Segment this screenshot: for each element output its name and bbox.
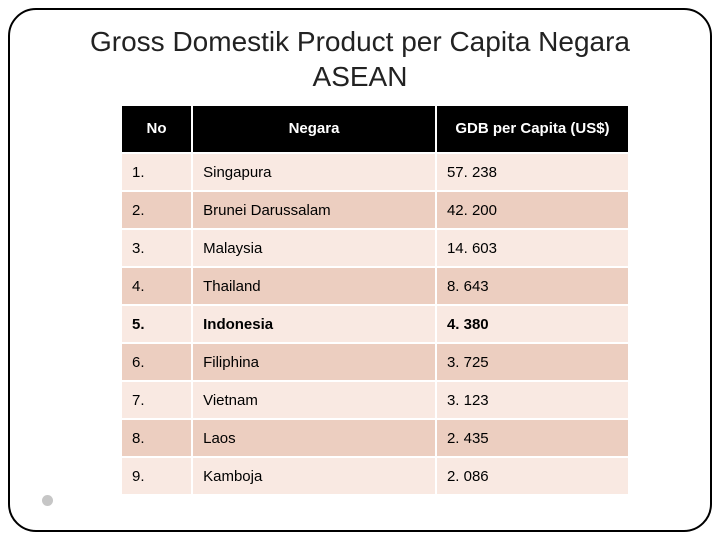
table-row: 6.Filiphina3. 725 [121,343,629,381]
table-row: 1.Singapura57. 238 [121,153,629,191]
slide-frame: Gross Domestik Product per Capita Negara… [8,8,712,532]
gdp-table: No Negara GDB per Capita (US$) 1.Singapu… [120,104,630,496]
cell-negara: Vietnam [192,381,436,419]
cell-no: 9. [121,457,192,495]
col-header-negara: Negara [192,105,436,153]
table-row: 4.Thailand8. 643 [121,267,629,305]
bullet-icon [42,495,53,506]
cell-negara: Indonesia [192,305,436,343]
cell-no: 3. [121,229,192,267]
cell-negara: Thailand [192,267,436,305]
table-row: 8.Laos2. 435 [121,419,629,457]
cell-gdp: 3. 725 [436,343,629,381]
cell-gdp: 42. 200 [436,191,629,229]
cell-no: 5. [121,305,192,343]
cell-negara: Laos [192,419,436,457]
cell-negara: Kamboja [192,457,436,495]
table-body: 1.Singapura57. 2382.Brunei Darussalam42.… [121,153,629,495]
cell-no: 1. [121,153,192,191]
table-row: 3.Malaysia14. 603 [121,229,629,267]
cell-gdp: 57. 238 [436,153,629,191]
col-header-no: No [121,105,192,153]
cell-gdp: 8. 643 [436,267,629,305]
cell-gdp: 3. 123 [436,381,629,419]
cell-gdp: 2. 086 [436,457,629,495]
cell-negara: Singapura [192,153,436,191]
cell-no: 7. [121,381,192,419]
cell-gdp: 14. 603 [436,229,629,267]
cell-gdp: 4. 380 [436,305,629,343]
table-row: 2.Brunei Darussalam42. 200 [121,191,629,229]
cell-no: 4. [121,267,192,305]
cell-negara: Malaysia [192,229,436,267]
table-row: 5.Indonesia4. 380 [121,305,629,343]
col-header-gdp: GDB per Capita (US$) [436,105,629,153]
cell-gdp: 2. 435 [436,419,629,457]
cell-negara: Brunei Darussalam [192,191,436,229]
cell-negara: Filiphina [192,343,436,381]
cell-no: 2. [121,191,192,229]
table-header-row: No Negara GDB per Capita (US$) [121,105,629,153]
page-title: Gross Domestik Product per Capita Negara… [10,10,710,104]
table-row: 7.Vietnam3. 123 [121,381,629,419]
cell-no: 8. [121,419,192,457]
gdp-table-container: No Negara GDB per Capita (US$) 1.Singapu… [10,104,710,496]
table-row: 9.Kamboja2. 086 [121,457,629,495]
cell-no: 6. [121,343,192,381]
